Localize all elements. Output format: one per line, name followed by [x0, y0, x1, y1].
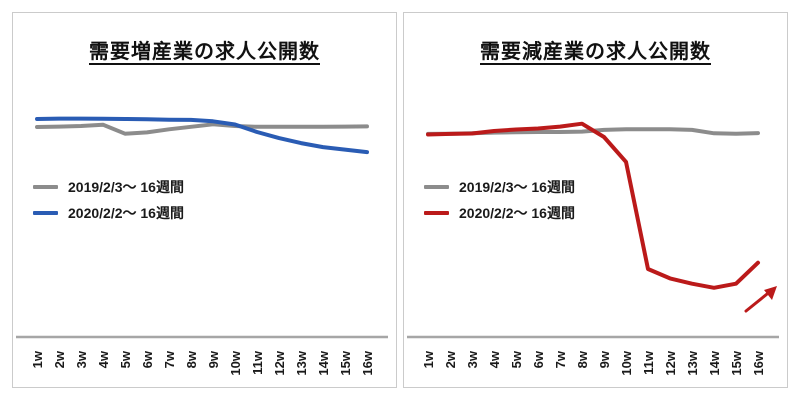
legend-label-2020: 2020/2/2〜 16週間 — [68, 204, 184, 221]
x-tick-label: 1w — [30, 350, 45, 368]
x-tick-label: 16w — [751, 350, 766, 375]
legend-swatch-2019 — [424, 184, 449, 189]
x-tick-label: 11w — [250, 350, 265, 375]
x-tick-label: 10w — [228, 350, 243, 375]
legend-item-2019: 2019/2/3〜 16週間 — [33, 178, 184, 195]
x-tick-label: 1w — [421, 350, 436, 368]
x-tick-label: 6w — [531, 350, 546, 368]
x-tick-label: 15w — [729, 350, 744, 375]
line-chart-demand-decrease: 1w 2w 3w 4w 5w 6w 7w 8w 9w 10w 11w 12w 13w 14w 15w 16w — [407, 121, 779, 376]
x-tick-label: 10w — [619, 350, 634, 375]
series-line-2020 — [35, 116, 369, 155]
x-tick-label: 2w — [443, 350, 458, 368]
x-tick-label: 4w — [487, 350, 502, 368]
legend-label-2019: 2019/2/3〜 16週間 — [459, 178, 575, 195]
legend-swatch-2020 — [33, 210, 58, 215]
x-tick-label: 16w — [360, 350, 375, 375]
x-tick-label: 13w — [294, 350, 309, 375]
x-tick-label: 7w — [553, 350, 568, 368]
legend-item-2020: 2020/2/2〜 16週間 — [424, 204, 575, 221]
panel-demand-increase: 需要増産業の求人公開数 1w 2w 3w 4w 5w 6w 7w 8w 9w 10w 11w 12w 1… — [12, 12, 397, 388]
legend: 2019/2/3〜 16週間 2020/2/2〜 16週間 — [33, 178, 184, 221]
x-axis-labels: 1w 2w 3w 4w 5w 6w 7w 8w 9w 10w 11w 12w 13w 14w 15w 16w — [30, 350, 375, 375]
legend-label-2020: 2020/2/2〜 16週間 — [459, 204, 575, 221]
chart-title-wrap: 需要増産業の求人公開数 — [13, 35, 396, 64]
x-tick-label: 5w — [118, 350, 133, 368]
chart-title-demand-decrease: 需要減産業の求人公開数 — [480, 41, 711, 63]
legend-swatch-2020 — [424, 210, 449, 215]
x-tick-label: 7w — [162, 350, 177, 368]
x-tick-label: 3w — [465, 350, 480, 368]
x-tick-label: 3w — [74, 350, 89, 368]
x-tick-label: 13w — [685, 350, 700, 375]
x-tick-label: 14w — [316, 350, 331, 375]
x-tick-label: 12w — [272, 350, 287, 375]
chart-title-demand-increase: 需要増産業の求人公開数 — [89, 41, 320, 63]
series-line-2020 — [426, 121, 760, 290]
series-line-2019 — [35, 122, 369, 136]
x-tick-label: 2w — [52, 350, 67, 368]
legend-item-2020: 2020/2/2〜 16週間 — [33, 204, 184, 221]
x-tick-label: 12w — [663, 350, 678, 375]
chart-title-wrap: 需要減産業の求人公開数 — [404, 35, 787, 64]
x-tick-label: 14w — [707, 350, 722, 375]
x-tick-label: 9w — [206, 350, 221, 368]
line-chart-demand-increase: 1w 2w 3w 4w 5w 6w 7w 8w 9w 10w 11w 12w 13w 14w 15w 16w — [16, 116, 388, 376]
x-tick-label: 8w — [575, 350, 590, 368]
panel-demand-decrease: 需要減産業の求人公開数 1w 2w 3w 4w 5w 6w 7w 8w 9w 10w 11w 12w 1… — [403, 12, 788, 388]
x-tick-label: 6w — [140, 350, 155, 368]
legend: 2019/2/3〜 16週間 2020/2/2〜 16週間 — [424, 178, 575, 221]
x-tick-label: 5w — [509, 350, 524, 368]
x-tick-label: 11w — [641, 350, 656, 375]
legend-label-2019: 2019/2/3〜 16週間 — [68, 178, 184, 195]
x-axis-labels: 1w 2w 3w 4w 5w 6w 7w 8w 9w 10w 11w 12w 13w 14w 15w 16w — [421, 350, 766, 375]
x-tick-label: 4w — [96, 350, 111, 368]
legend-item-2019: 2019/2/3〜 16週間 — [424, 178, 575, 195]
x-tick-label: 8w — [184, 350, 199, 368]
x-tick-label: 9w — [597, 350, 612, 368]
legend-swatch-2019 — [33, 184, 58, 189]
recovery-arrow-icon — [744, 286, 777, 313]
x-tick-label: 15w — [338, 350, 353, 375]
